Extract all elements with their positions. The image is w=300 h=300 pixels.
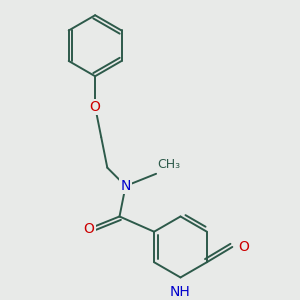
Text: CH₃: CH₃	[158, 158, 181, 171]
Text: O: O	[90, 100, 101, 114]
Text: N: N	[120, 179, 131, 193]
Text: NH: NH	[170, 285, 191, 299]
Text: O: O	[84, 222, 94, 236]
Text: O: O	[238, 240, 249, 254]
